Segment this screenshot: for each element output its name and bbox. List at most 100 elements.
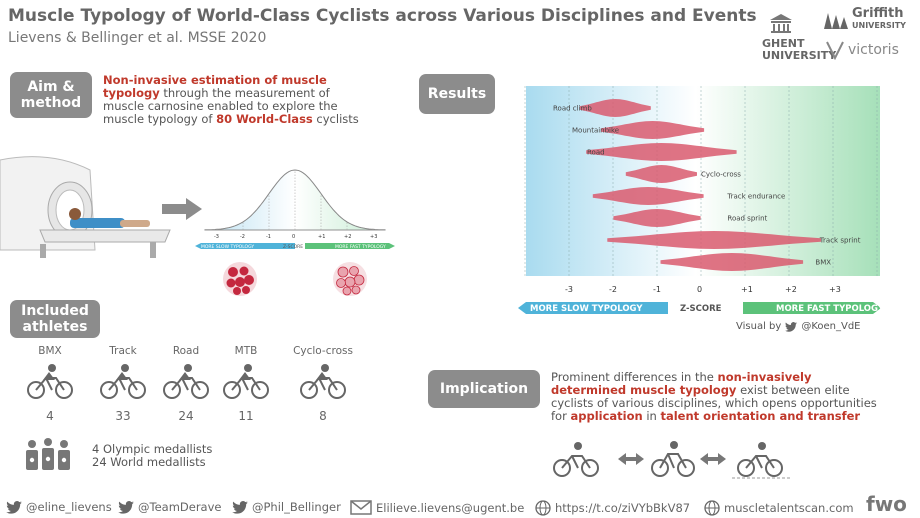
x-tick-label: -1 — [653, 285, 661, 294]
transfer-illustration — [553, 441, 790, 479]
athlete-group-label: BMX — [38, 345, 62, 357]
mini-ticks: -3 -2 -1 0 +1 +2 +3 — [214, 170, 377, 240]
footer-site[interactable]: muscletalentscan.com — [704, 500, 854, 516]
impl-bold2: application — [570, 409, 643, 423]
right-arrow-icon — [162, 198, 202, 220]
mini-zscore-label: Z-SCORE — [283, 244, 303, 250]
footer-handle-eline[interactable]: @eline_lievens — [6, 500, 112, 514]
site-text: muscletalentscan.com — [724, 501, 854, 515]
fwo-logo: fwo — [866, 492, 907, 516]
violin-track-endurance — [592, 187, 704, 205]
violin-road — [586, 143, 737, 161]
cyclist-icon-mtb — [651, 453, 695, 477]
athlete-group-label: Cyclo-cross — [293, 345, 353, 357]
handle2-text: @TeamDerave — [138, 500, 222, 514]
aim-plain2: cyclists — [312, 112, 359, 126]
aim-label-line1: Aim & — [27, 78, 75, 95]
slow-typology-label: MORE SLOW TYPOLOGY — [530, 304, 643, 314]
griffith-line1: Griffith — [852, 6, 904, 21]
world-medallists: 24 World medallists — [92, 455, 206, 469]
athletes-label: Included athletes — [10, 300, 100, 338]
mini-distribution-chart: -3 -2 -1 0 +1 +2 +3 MORE SLOW TYPOLOGY Z-SCORE… — [195, 169, 395, 250]
mini-tick-label: -3 — [214, 234, 219, 240]
cyclist-icon — [163, 364, 209, 399]
twitter-icon — [118, 500, 134, 514]
griffith-line2: UNIVERSITY — [852, 21, 906, 30]
mini-tick-label: -1 — [266, 234, 271, 240]
footer-handle-bellinger[interactable]: @Phil_Bellinger — [232, 500, 341, 514]
mini-tick-label: +1 — [318, 234, 325, 240]
violin-road-climb — [579, 99, 651, 117]
mri-scanner-illustration — [0, 156, 171, 258]
violin-cyclo-cross — [625, 165, 697, 183]
globe-icon — [704, 500, 720, 516]
impl-bold3: talent orientation and transfer — [660, 409, 861, 423]
ghent-building-icon — [770, 14, 792, 33]
link-text: https://t.co/ziVYbBkV87 — [555, 501, 691, 515]
griffith-mark-icon — [824, 13, 848, 29]
page-title: Muscle Typology of World-Class Cyclists … — [8, 6, 757, 26]
handle1-text: @eline_lievens — [26, 500, 112, 514]
ghent-logo: GHENT UNIVERSITY — [762, 12, 837, 62]
visual-credit: Visual by @Koen_VdE — [736, 321, 861, 332]
violin-label: BMX — [815, 259, 831, 267]
implication-label: Implication — [428, 370, 540, 408]
mini-tick-label: +3 — [370, 234, 377, 240]
footer-email[interactable]: Elilieve.lievens@ugent.be — [350, 500, 524, 515]
x-tick-label: 0 — [697, 285, 702, 294]
x-tick-label: +1 — [741, 285, 753, 294]
globe-icon — [535, 500, 551, 516]
impl-plain2: exist between elite cyclists of various … — [551, 383, 877, 423]
impl-plain1: Prominent differences in the — [551, 370, 718, 384]
violin-road-sprint — [613, 209, 701, 227]
double-arrow-icon-2 — [700, 453, 726, 465]
fast-typology-label: MORE FAST TYPOLOGY — [776, 304, 883, 314]
slow-fiber-icon — [223, 262, 257, 296]
x-tick-label: -2 — [609, 285, 617, 294]
footer-link[interactable]: https://t.co/ziVYbBkV87 — [535, 500, 690, 516]
violin-label: Road climb — [553, 105, 592, 113]
slow-typology-bar — [518, 302, 668, 314]
ghent-line2: UNIVERSITY — [762, 49, 837, 62]
results-x-ticks: -3 -2 -1 0 +1 +2 +3 — [565, 285, 841, 294]
handle3-text: @Phil_Bellinger — [252, 500, 341, 514]
results-violins: Road climb Mountainbike Road Cyclo-cross Tra… — [553, 99, 861, 271]
violin-label: Road sprint — [727, 215, 767, 223]
aim-label-line2: method — [20, 95, 82, 111]
cyclist-icon-road — [553, 455, 599, 477]
athlete-group-count: 8 — [319, 409, 327, 423]
victoria-logo: victoris — [826, 40, 899, 60]
griffith-logo: Griffith UNIVERSITY — [823, 6, 906, 32]
results-label: Results — [419, 74, 495, 114]
violin-label: Cyclo-cross — [701, 171, 741, 179]
mini-fast-bar — [305, 243, 395, 249]
violin-label: Track endurance — [726, 193, 785, 201]
aim-text: Non-invasive estimation of muscle typolo… — [103, 74, 363, 126]
impl-plain3: in — [642, 409, 661, 423]
violin-track-sprint — [607, 231, 822, 249]
double-arrow-icon — [618, 453, 644, 465]
mini-fast-label: MORE FAST TYPOLOGY — [335, 244, 386, 250]
violin-label: Track sprint — [819, 237, 861, 245]
violin-label: Mountainbike — [572, 127, 619, 135]
olympic-medallists: 4 Olympic medallists — [92, 442, 213, 456]
ghent-line1: GHENT — [762, 37, 805, 50]
athlete-group-count: 4 — [46, 409, 54, 423]
aim-bold2: 80 World-Class — [216, 112, 313, 126]
athlete-group-count: 11 — [238, 409, 254, 423]
cyclist-icon — [27, 364, 73, 399]
mail-icon — [350, 500, 372, 515]
mini-tick-label: -2 — [240, 234, 245, 240]
footer-handle-derave[interactable]: @TeamDerave — [118, 500, 221, 514]
cyclist-icon — [300, 364, 346, 399]
aim-plain1: through the measurement of muscle carnos… — [103, 86, 338, 126]
athlete-group-label: Road — [172, 345, 200, 357]
x-tick-label: -3 — [565, 285, 573, 294]
implication-text: Prominent differences in the non-invasiv… — [551, 371, 881, 423]
fast-fiber-icon — [333, 262, 367, 296]
page-subtitle: Lievens & Bellinger et al. MSSE 2020 — [8, 30, 267, 46]
twitter-icon — [6, 500, 22, 514]
athletes-label-line1: Included — [21, 302, 89, 319]
cyclist-icon — [223, 364, 269, 399]
athlete-group-label: MTB — [234, 345, 258, 357]
